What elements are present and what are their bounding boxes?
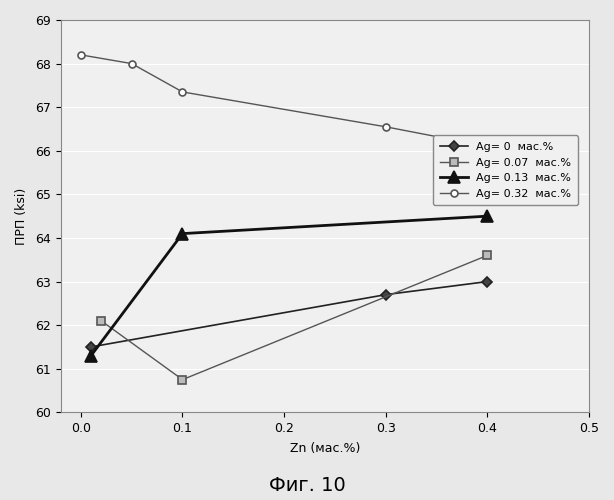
Ag= 0.07  мас.% (484, 252, 491, 258)
Ag= 0.13  мас.% (179, 230, 186, 236)
Line: Ag= 0.32  мас.%: Ag= 0.32 мас.% (77, 52, 491, 150)
Ag= 0.32  мас.% (128, 60, 135, 66)
Ag= 0.32  мас.% (484, 144, 491, 150)
Y-axis label: ПРП (ksi): ПРП (ksi) (15, 188, 28, 245)
Ag= 0.32  мас.% (382, 124, 389, 130)
Legend: Ag= 0  мас.%, Ag= 0.07  мас.%, Ag= 0.13  мас.%, Ag= 0.32  мас.%: Ag= 0 мас.%, Ag= 0.07 мас.%, Ag= 0.13 ма… (433, 136, 578, 206)
Text: Фиг. 10: Фиг. 10 (269, 476, 345, 495)
Ag= 0.07  мас.% (179, 376, 186, 382)
Line: Ag= 0.13  мас.%: Ag= 0.13 мас.% (85, 210, 493, 361)
Ag= 0.32  мас.% (179, 89, 186, 95)
Ag= 0  мас.% (382, 292, 389, 298)
Ag= 0.32  мас.% (77, 52, 85, 58)
Line: Ag= 0  мас.%: Ag= 0 мас.% (88, 278, 491, 350)
X-axis label: Zn (мас.%): Zn (мас.%) (290, 442, 360, 455)
Ag= 0.07  мас.% (98, 318, 105, 324)
Ag= 0.13  мас.% (87, 352, 95, 358)
Ag= 0.13  мас.% (484, 213, 491, 219)
Ag= 0  мас.% (87, 344, 95, 350)
Line: Ag= 0.07  мас.%: Ag= 0.07 мас.% (97, 251, 492, 384)
Ag= 0  мас.% (484, 278, 491, 284)
